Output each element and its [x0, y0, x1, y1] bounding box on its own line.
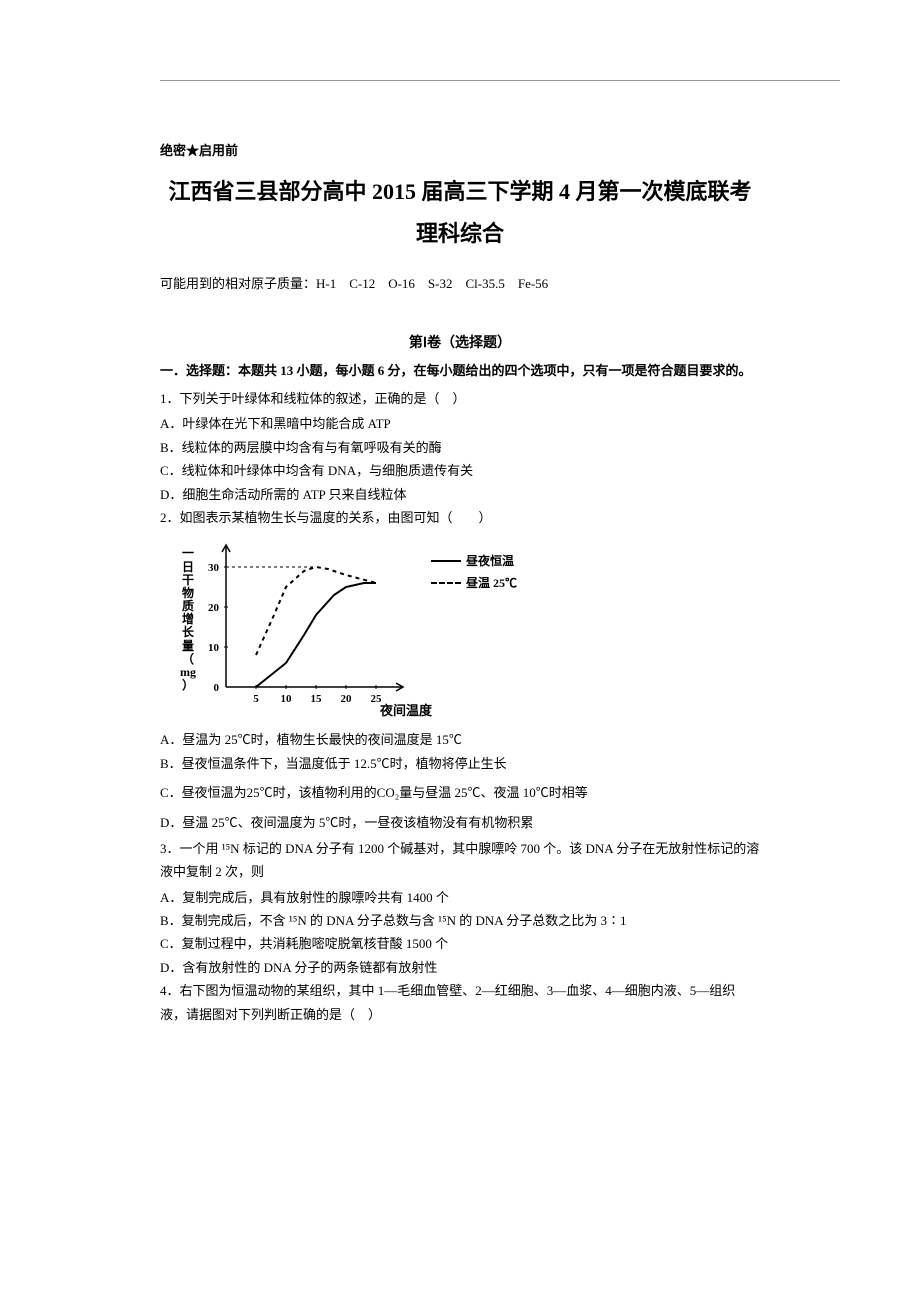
q2-option-b: B．昼夜恒温条件下，当温度低于 12.5℃时，植物将停止生长 [160, 752, 760, 775]
legend-solid-label: 昼夜恒温 [466, 552, 514, 569]
svg-text:30: 30 [208, 562, 220, 574]
q3-stem: 3．一个用 ¹⁵N 标记的 DNA 分子有 1200 个碱基对，其中腺嘌呤 70… [160, 837, 760, 884]
q2-chart: 一日干物质增长量（mg） 0 10 20 30 5 [180, 537, 760, 720]
legend-solid: 昼夜恒温 [431, 552, 517, 569]
svg-text:15: 15 [311, 693, 323, 705]
svg-text:5: 5 [253, 693, 259, 705]
section-instructions: 一．选择题：本题共 13 小题，每小题 6 分，在每小题给出的四个选项中，只有一… [160, 360, 760, 379]
q4-stem: 4．右下图为恒温动物的某组织，其中 1—毛细血管壁、2—红细胞、3—血浆、4—细… [160, 979, 760, 1026]
chart-legend: 昼夜恒温 昼温 25℃ [431, 537, 517, 596]
legend-dashed: 昼温 25℃ [431, 574, 517, 591]
q1-option-a: A．叶绿体在光下和黑暗中均能合成 ATP [160, 412, 760, 435]
svg-text:20: 20 [208, 602, 220, 614]
svg-text:10: 10 [208, 642, 220, 654]
exam-title-line2: 理科综合 [160, 216, 760, 248]
q3-option-d: D．含有放射性的 DNA 分子的两条链都有放射性 [160, 956, 760, 979]
section-title: 第Ⅰ卷（选择题） [160, 332, 760, 352]
chart-x-label: 夜间温度 [380, 703, 432, 718]
exam-title-line1: 江西省三县部分高中 2015 届高三下学期 4 月第一次模底联考 [160, 174, 760, 206]
q2-option-a: A．昼温为 25℃时，植物生长最快的夜间温度是 15℃ [160, 728, 760, 751]
classification-label: 绝密★启用前 [160, 140, 760, 159]
atomic-mass-info: 可能用到的相对原子质量：H-1 C-12 O-16 S-32 Cl-35.5 F… [160, 273, 760, 292]
q2-option-c: C．昼夜恒温为25℃时，该植物利用的CO₂量与昼温 25℃、夜温 10℃时相等 [160, 781, 760, 804]
chart-svg: 0 10 20 30 5 10 15 20 25 [201, 537, 421, 712]
q1-option-d: D．细胞生命活动所需的 ATP 只来自线粒体 [160, 483, 760, 506]
q2-option-d: D．昼温 25℃、夜间温度为 5℃时，一昼夜该植物没有有机物积累 [160, 811, 760, 834]
q3-option-a: A．复制完成后，具有放射性的腺嘌呤共有 1400 个 [160, 886, 760, 909]
q3-option-c: C．复制过程中，共消耗胞嘧啶脱氧核苷酸 1500 个 [160, 932, 760, 955]
svg-text:10: 10 [281, 693, 293, 705]
legend-solid-line [431, 560, 461, 562]
q3-option-b: B．复制完成后，不含 ¹⁵N 的 DNA 分子总数与含 ¹⁵N 的 DNA 分子… [160, 909, 760, 932]
q2-stem: 2．如图表示某植物生长与温度的关系，由图可知（ ） [160, 506, 760, 529]
top-divider [160, 80, 840, 81]
q1-option-b: B．线粒体的两层膜中均含有与有氧呼吸有关的酶 [160, 436, 760, 459]
document-page: 绝密★启用前 江西省三县部分高中 2015 届高三下学期 4 月第一次模底联考 … [0, 0, 920, 1088]
svg-text:20: 20 [341, 693, 353, 705]
chart-y-label: 一日干物质增长量（mg） [180, 537, 196, 692]
svg-text:0: 0 [214, 682, 220, 694]
legend-dashed-line [431, 582, 461, 584]
q1-stem: 1．下列关于叶绿体和线粒体的叙述，正确的是（ ） [160, 387, 760, 410]
legend-dashed-label: 昼温 25℃ [466, 574, 517, 591]
q1-option-c: C．线粒体和叶绿体中均含有 DNA，与细胞质遗传有关 [160, 459, 760, 482]
